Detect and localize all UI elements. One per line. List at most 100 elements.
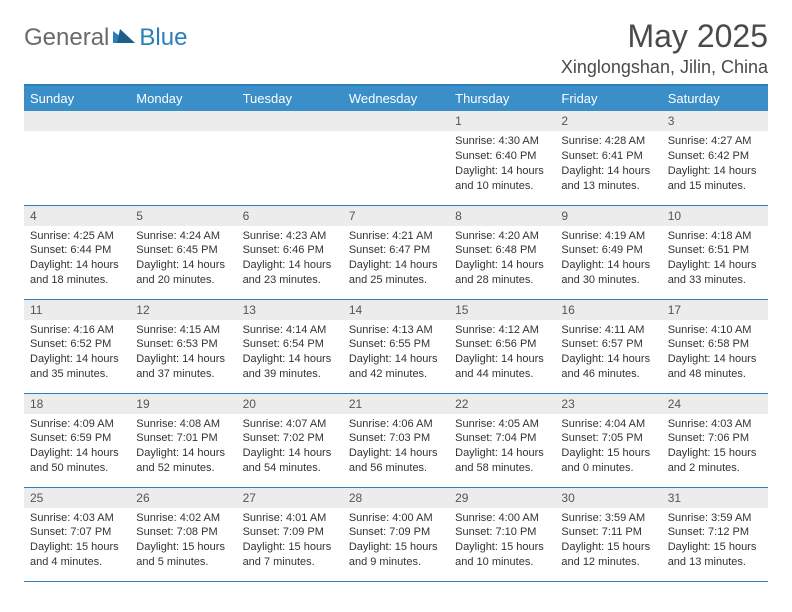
- day-number: [343, 111, 449, 131]
- day-number: 22: [449, 394, 555, 414]
- calendar-cell: 8Sunrise: 4:20 AMSunset: 6:48 PMDaylight…: [449, 205, 555, 299]
- calendar-table: SundayMondayTuesdayWednesdayThursdayFrid…: [24, 84, 768, 582]
- calendar-cell: 31Sunrise: 3:59 AMSunset: 7:12 PMDayligh…: [662, 487, 768, 581]
- day-details: Sunrise: 4:18 AMSunset: 6:51 PMDaylight:…: [662, 226, 768, 292]
- calendar-cell: 29Sunrise: 4:00 AMSunset: 7:10 PMDayligh…: [449, 487, 555, 581]
- calendar-cell: 10Sunrise: 4:18 AMSunset: 6:51 PMDayligh…: [662, 205, 768, 299]
- calendar-row: 4Sunrise: 4:25 AMSunset: 6:44 PMDaylight…: [24, 205, 768, 299]
- day-number: 19: [130, 394, 236, 414]
- day-details: Sunrise: 4:02 AMSunset: 7:08 PMDaylight:…: [130, 508, 236, 574]
- day-number: 26: [130, 488, 236, 508]
- calendar-cell: 9Sunrise: 4:19 AMSunset: 6:49 PMDaylight…: [555, 205, 661, 299]
- day-number: 10: [662, 206, 768, 226]
- logo: General Blue: [24, 24, 187, 52]
- title-block: May 2025 Xinglongshan, Jilin, China: [561, 18, 768, 78]
- day-number: 5: [130, 206, 236, 226]
- calendar-cell: 11Sunrise: 4:16 AMSunset: 6:52 PMDayligh…: [24, 299, 130, 393]
- calendar-cell: 24Sunrise: 4:03 AMSunset: 7:06 PMDayligh…: [662, 393, 768, 487]
- weekday-header: Sunday: [24, 85, 130, 111]
- calendar-row: 18Sunrise: 4:09 AMSunset: 6:59 PMDayligh…: [24, 393, 768, 487]
- day-number: [130, 111, 236, 131]
- calendar-cell: 17Sunrise: 4:10 AMSunset: 6:58 PMDayligh…: [662, 299, 768, 393]
- weekday-header: Wednesday: [343, 85, 449, 111]
- day-number: 24: [662, 394, 768, 414]
- day-details: Sunrise: 3:59 AMSunset: 7:12 PMDaylight:…: [662, 508, 768, 574]
- calendar-cell: 28Sunrise: 4:00 AMSunset: 7:09 PMDayligh…: [343, 487, 449, 581]
- calendar-cell: 20Sunrise: 4:07 AMSunset: 7:02 PMDayligh…: [237, 393, 343, 487]
- logo-text-general: General: [24, 24, 109, 52]
- calendar-cell: 27Sunrise: 4:01 AMSunset: 7:09 PMDayligh…: [237, 487, 343, 581]
- day-details: Sunrise: 4:30 AMSunset: 6:40 PMDaylight:…: [449, 131, 555, 197]
- calendar-cell: [237, 111, 343, 205]
- day-details: Sunrise: 4:00 AMSunset: 7:09 PMDaylight:…: [343, 508, 449, 574]
- day-number: 4: [24, 206, 130, 226]
- calendar-cell: 16Sunrise: 4:11 AMSunset: 6:57 PMDayligh…: [555, 299, 661, 393]
- day-number: 31: [662, 488, 768, 508]
- calendar-row: 25Sunrise: 4:03 AMSunset: 7:07 PMDayligh…: [24, 487, 768, 581]
- day-number: 17: [662, 300, 768, 320]
- day-details: Sunrise: 4:04 AMSunset: 7:05 PMDaylight:…: [555, 414, 661, 480]
- calendar-cell: 7Sunrise: 4:21 AMSunset: 6:47 PMDaylight…: [343, 205, 449, 299]
- day-number: 21: [343, 394, 449, 414]
- location-label: Xinglongshan, Jilin, China: [561, 57, 768, 78]
- day-details: Sunrise: 4:28 AMSunset: 6:41 PMDaylight:…: [555, 131, 661, 197]
- day-number: 9: [555, 206, 661, 226]
- calendar-cell: 26Sunrise: 4:02 AMSunset: 7:08 PMDayligh…: [130, 487, 236, 581]
- calendar-cell: 2Sunrise: 4:28 AMSunset: 6:41 PMDaylight…: [555, 111, 661, 205]
- day-details: Sunrise: 4:03 AMSunset: 7:06 PMDaylight:…: [662, 414, 768, 480]
- day-details: Sunrise: 4:01 AMSunset: 7:09 PMDaylight:…: [237, 508, 343, 574]
- day-number: 13: [237, 300, 343, 320]
- day-number: 23: [555, 394, 661, 414]
- day-details: Sunrise: 4:24 AMSunset: 6:45 PMDaylight:…: [130, 226, 236, 292]
- calendar-cell: 19Sunrise: 4:08 AMSunset: 7:01 PMDayligh…: [130, 393, 236, 487]
- calendar-cell: 22Sunrise: 4:05 AMSunset: 7:04 PMDayligh…: [449, 393, 555, 487]
- day-number: 7: [343, 206, 449, 226]
- calendar-header: SundayMondayTuesdayWednesdayThursdayFrid…: [24, 85, 768, 111]
- day-details: Sunrise: 4:27 AMSunset: 6:42 PMDaylight:…: [662, 131, 768, 197]
- day-number: 27: [237, 488, 343, 508]
- day-number: 25: [24, 488, 130, 508]
- day-details: Sunrise: 4:20 AMSunset: 6:48 PMDaylight:…: [449, 226, 555, 292]
- day-number: 20: [237, 394, 343, 414]
- calendar-cell: [130, 111, 236, 205]
- day-details: Sunrise: 4:21 AMSunset: 6:47 PMDaylight:…: [343, 226, 449, 292]
- day-number: 16: [555, 300, 661, 320]
- calendar-cell: 18Sunrise: 4:09 AMSunset: 6:59 PMDayligh…: [24, 393, 130, 487]
- day-details: Sunrise: 4:19 AMSunset: 6:49 PMDaylight:…: [555, 226, 661, 292]
- weekday-header: Saturday: [662, 85, 768, 111]
- calendar-cell: 6Sunrise: 4:23 AMSunset: 6:46 PMDaylight…: [237, 205, 343, 299]
- calendar-row: 1Sunrise: 4:30 AMSunset: 6:40 PMDaylight…: [24, 111, 768, 205]
- calendar-cell: 15Sunrise: 4:12 AMSunset: 6:56 PMDayligh…: [449, 299, 555, 393]
- day-details: Sunrise: 4:07 AMSunset: 7:02 PMDaylight:…: [237, 414, 343, 480]
- day-number: 15: [449, 300, 555, 320]
- day-details: Sunrise: 4:11 AMSunset: 6:57 PMDaylight:…: [555, 320, 661, 386]
- logo-text-blue: Blue: [139, 24, 187, 52]
- weekday-header: Friday: [555, 85, 661, 111]
- day-number: 2: [555, 111, 661, 131]
- day-details: Sunrise: 4:25 AMSunset: 6:44 PMDaylight:…: [24, 226, 130, 292]
- day-details: Sunrise: 4:13 AMSunset: 6:55 PMDaylight:…: [343, 320, 449, 386]
- calendar-cell: 1Sunrise: 4:30 AMSunset: 6:40 PMDaylight…: [449, 111, 555, 205]
- day-details: Sunrise: 4:05 AMSunset: 7:04 PMDaylight:…: [449, 414, 555, 480]
- day-details: Sunrise: 4:16 AMSunset: 6:52 PMDaylight:…: [24, 320, 130, 386]
- day-details: Sunrise: 4:08 AMSunset: 7:01 PMDaylight:…: [130, 414, 236, 480]
- day-number: 28: [343, 488, 449, 508]
- weekday-header: Monday: [130, 85, 236, 111]
- calendar-row: 11Sunrise: 4:16 AMSunset: 6:52 PMDayligh…: [24, 299, 768, 393]
- day-details: Sunrise: 4:06 AMSunset: 7:03 PMDaylight:…: [343, 414, 449, 480]
- day-number: 18: [24, 394, 130, 414]
- day-details: Sunrise: 3:59 AMSunset: 7:11 PMDaylight:…: [555, 508, 661, 574]
- calendar-cell: [24, 111, 130, 205]
- day-number: 3: [662, 111, 768, 131]
- calendar-cell: 4Sunrise: 4:25 AMSunset: 6:44 PMDaylight…: [24, 205, 130, 299]
- calendar-cell: 5Sunrise: 4:24 AMSunset: 6:45 PMDaylight…: [130, 205, 236, 299]
- day-number: 12: [130, 300, 236, 320]
- day-details: Sunrise: 4:09 AMSunset: 6:59 PMDaylight:…: [24, 414, 130, 480]
- day-number: [24, 111, 130, 131]
- calendar-cell: 12Sunrise: 4:15 AMSunset: 6:53 PMDayligh…: [130, 299, 236, 393]
- day-details: Sunrise: 4:23 AMSunset: 6:46 PMDaylight:…: [237, 226, 343, 292]
- logo-triangle-icon: [113, 27, 137, 48]
- day-number: 30: [555, 488, 661, 508]
- day-details: Sunrise: 4:15 AMSunset: 6:53 PMDaylight:…: [130, 320, 236, 386]
- day-details: Sunrise: 4:12 AMSunset: 6:56 PMDaylight:…: [449, 320, 555, 386]
